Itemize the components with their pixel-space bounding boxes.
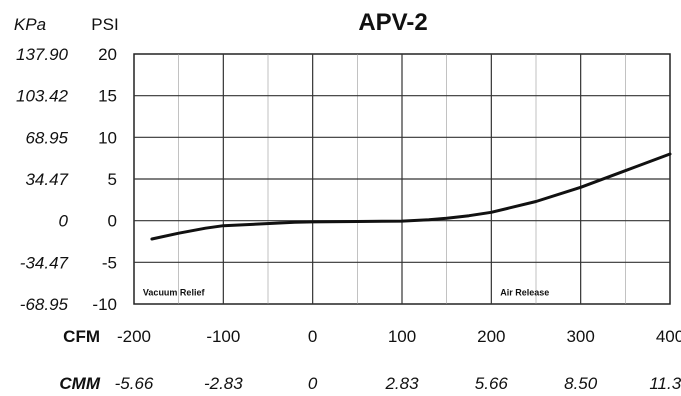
series-line: [150, 152, 672, 241]
annotation-label: Air Release: [500, 288, 549, 298]
y-tick-label: 15: [98, 87, 117, 106]
y-tick-label: -10: [92, 295, 117, 314]
grid: [134, 54, 670, 304]
x-tick-label: -100: [206, 327, 240, 346]
x-tick-label: 0: [308, 327, 317, 346]
y-secondary-tick-label: 34.47: [25, 170, 68, 189]
y-secondary-tick-label: 103.42: [16, 87, 69, 106]
y-tick-label: -5: [102, 253, 117, 272]
x-tick-label: 400: [656, 327, 681, 346]
x-secondary-tick-label: 5.66: [475, 374, 509, 393]
x-secondary-tick-label: 8.50: [564, 374, 598, 393]
x-secondary-label: CMM: [59, 374, 100, 393]
y-secondary-tick-label: 137.90: [16, 45, 69, 64]
y-secondary-tick-labels: 137.90 103.42 68.95 34.47 0 -34.47 -68.95: [16, 45, 69, 314]
x-primary-label: CFM: [63, 327, 100, 346]
y-tick-label: 10: [98, 128, 117, 147]
x-secondary-tick-labels: -5.66 -2.83 0 2.83 5.66 8.50 11.33: [115, 374, 681, 393]
y-secondary-tick-label: -68.95: [20, 295, 69, 314]
x-tick-label: 200: [477, 327, 505, 346]
y-primary-label: PSI: [91, 15, 118, 34]
annotation-label: Vacuum Relief: [143, 288, 206, 298]
x-secondary-tick-label: 11.33: [649, 374, 681, 393]
y-secondary-tick-label: 0: [59, 212, 69, 231]
y-tick-labels: 20 15 10 5 0 -5 -10: [92, 45, 117, 314]
y-tick-label: 20: [98, 45, 117, 64]
x-tick-labels: -200 -100 0 100 200 300 400: [117, 327, 681, 346]
x-secondary-tick-label: 0: [308, 374, 318, 393]
y-secondary-tick-label: 68.95: [25, 128, 68, 147]
y-tick-label: 0: [108, 212, 117, 231]
annotations: Vacuum Relief Air Release: [143, 288, 549, 298]
x-secondary-tick-label: 2.83: [384, 374, 419, 393]
y-secondary-label: KPa: [14, 15, 46, 34]
y-secondary-tick-label: -34.47: [20, 253, 69, 272]
x-tick-label: -200: [117, 327, 151, 346]
x-tick-label: 100: [388, 327, 416, 346]
x-secondary-tick-label: -2.83: [204, 374, 243, 393]
y-tick-label: 5: [108, 170, 117, 189]
x-tick-label: 300: [566, 327, 594, 346]
chart-title: APV-2: [358, 9, 427, 36]
x-secondary-tick-label: -5.66: [115, 374, 154, 393]
